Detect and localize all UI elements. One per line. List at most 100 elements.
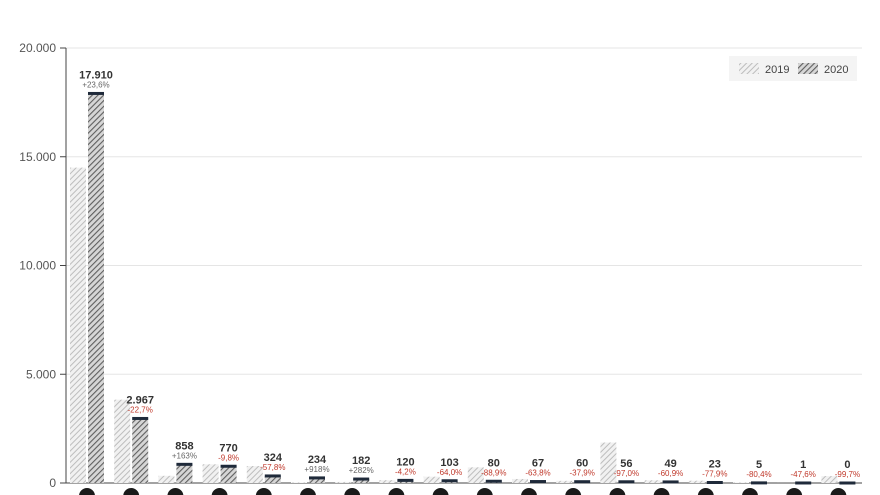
bar-2020-cap [264,474,281,478]
y-tick-label: 5.000 [26,367,56,381]
category-marker-icon [521,488,537,495]
y-axis: 0 5.000 10.000 15.000 20.000 [19,41,862,490]
change-label: -97,0% [614,469,639,478]
bar-2020-cap [220,464,237,468]
bar-2019 [246,466,263,483]
change-label: -77,9% [702,469,727,478]
bar-2020-cap [662,480,679,484]
change-label: -60,9% [658,469,683,478]
change-label: +163% [172,451,197,460]
category-markers [79,488,847,495]
value-label: 324 [264,452,283,464]
bar-2020 [309,477,325,483]
value-label: 182 [352,455,370,467]
y-tick-label: 10.000 [19,259,56,273]
bar-2019 [114,399,131,483]
bar-2019 [467,467,484,483]
change-label: -4,2% [395,467,416,476]
value-label: 2.967 [126,394,154,406]
category-marker-icon [697,488,714,495]
category-marker-icon [79,488,95,495]
bar-2019 [423,476,440,483]
change-label: -37,9% [570,469,595,478]
category-marker-icon [255,488,272,495]
category-marker-icon [786,488,803,495]
bar-2020 [176,464,193,483]
bar-2019 [556,480,573,483]
bar-2020-cap [618,480,635,484]
legend: 2019 2020 [729,56,857,81]
legend-swatch-2020 [798,63,818,74]
change-label: -64,0% [437,468,462,477]
bar-2020-cap [706,480,723,484]
value-label: 5 [756,459,762,471]
y-tick-label: 20.000 [19,41,56,55]
bar-2020-cap [132,416,149,420]
value-label: 858 [175,440,193,452]
category-marker-icon [609,488,626,495]
bar-2019 [733,482,749,483]
y-tick-label: 0 [49,476,56,490]
bar-2019 [821,476,838,483]
change-label: -47,6% [791,470,816,479]
value-label: 60 [576,458,588,470]
bar-2020-cap [574,480,591,484]
category-marker-icon [742,488,758,495]
category-marker-icon [476,488,493,495]
y-tick-label: 15.000 [19,150,56,164]
value-label: 770 [219,442,237,454]
bar-2020-cap [309,476,325,480]
value-label: 49 [664,458,676,470]
change-label: -63,8% [525,469,550,478]
category-marker-icon [432,488,449,495]
bar-2020-cap [839,481,856,485]
category-marker-icon [211,488,228,495]
change-label: +23,6% [82,80,109,89]
value-label: 80 [488,457,500,469]
bar-2019 [70,167,86,483]
value-label: 56 [620,458,632,470]
bar-2020 [88,93,104,484]
category-marker-icon [167,488,184,495]
bar-2019 [335,481,352,483]
legend-label-2019: 2019 [765,64,789,76]
value-label: 103 [440,457,458,469]
bar-2019 [202,464,219,483]
value-label: 234 [308,454,327,466]
bar-2020 [353,479,370,483]
change-label: -57,8% [260,463,285,472]
category-marker-icon [388,488,405,495]
bar-2019 [688,480,705,483]
value-label: 1 [800,459,806,471]
bar-2020-cap [176,462,193,466]
value-label: 120 [396,456,414,468]
bars [70,91,856,485]
bar-2019 [512,478,528,483]
bar-2020-cap [795,481,812,485]
bar-2020 [264,475,281,483]
change-label: -80,4% [746,470,771,479]
change-label: -9,8% [218,453,239,462]
legend-label-2020: 2020 [824,64,848,76]
grid-lines [66,47,862,375]
change-label: -22,7% [128,405,153,414]
bar-2020 [132,418,149,483]
data-labels: 17.910+23,6% 2.967-22,7% 858+163% 770-9,8% 3… [79,69,860,479]
bar-2020-cap [751,481,767,485]
bar-2020-cap [353,477,370,481]
change-label: -99,7% [835,470,860,479]
category-marker-icon [565,488,582,495]
category-marker-icon [344,488,361,495]
legend-swatch-2019 [739,63,759,74]
value-label: 23 [709,458,721,470]
bar-2019 [379,480,396,483]
value-label: 17.910 [79,69,113,81]
bar-2020-cap [397,478,414,482]
bar-2020-cap [485,479,502,483]
category-marker-icon [830,488,847,495]
category-marker-icon [300,488,316,495]
change-label: -88,9% [481,468,506,477]
change-label: +918% [304,465,329,474]
bar-2020 [220,466,237,483]
